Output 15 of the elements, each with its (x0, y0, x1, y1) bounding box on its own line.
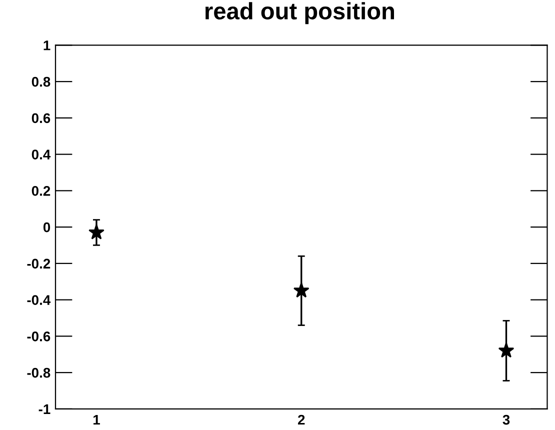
y-tick-label: 0.2 (32, 186, 50, 196)
y-tick-label: 0.4 (32, 150, 51, 160)
x-tick-label: 2 (298, 414, 305, 425)
y-tick-label: -0.2 (27, 258, 50, 269)
y-tick-label: -0.8 (27, 368, 50, 378)
chart-title: read out position (206, 2, 394, 24)
x-tick-label: 1 (93, 414, 100, 425)
y-tick-label: -0.4 (27, 295, 51, 305)
y-tick-label: -1 (38, 404, 50, 414)
y-tick-label: 0 (43, 222, 50, 232)
x-tick-label: 3 (502, 414, 510, 425)
y-tick-label: 1 (44, 40, 50, 50)
y-tick-label: -0.6 (27, 332, 50, 342)
y-tick-label: 0.6 (32, 113, 50, 124)
y-tick-label: 0.8 (32, 76, 50, 87)
